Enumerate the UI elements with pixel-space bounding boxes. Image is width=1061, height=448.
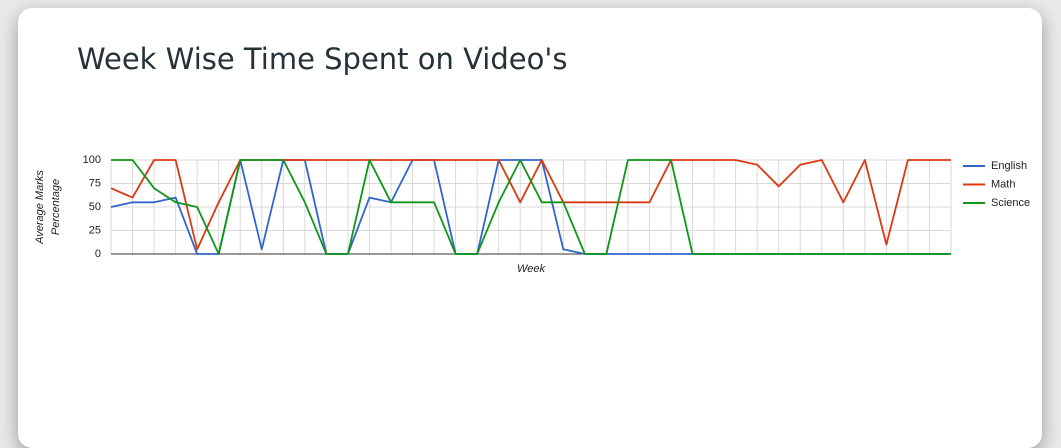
y-tick-label: 50 <box>89 201 101 213</box>
page: {"chart_data": {"type": "line", "title":… <box>18 8 1042 448</box>
series-line <box>111 159 951 255</box>
y-tick-label: 75 <box>89 177 101 189</box>
card: Week Wise Time Spent on Video's <box>18 8 1042 448</box>
legend-label: Math <box>991 178 1015 190</box>
y-axis-label: Average Marks <box>34 170 46 245</box>
legend-label: Science <box>991 197 1030 209</box>
legend-label: English <box>991 160 1027 172</box>
y-tick-label: 25 <box>89 224 101 236</box>
y-tick-label: 100 <box>83 154 101 166</box>
chart: 0 25 50 75 100 Week Average Marks Percentage Eng… <box>34 154 1030 275</box>
x-axis-label: Week <box>517 263 545 275</box>
chart-title: Week Wise Time Spent on Video's <box>77 42 568 76</box>
y-axis-label: Percentage <box>50 179 62 235</box>
y-tick-label: 0 <box>95 248 101 260</box>
